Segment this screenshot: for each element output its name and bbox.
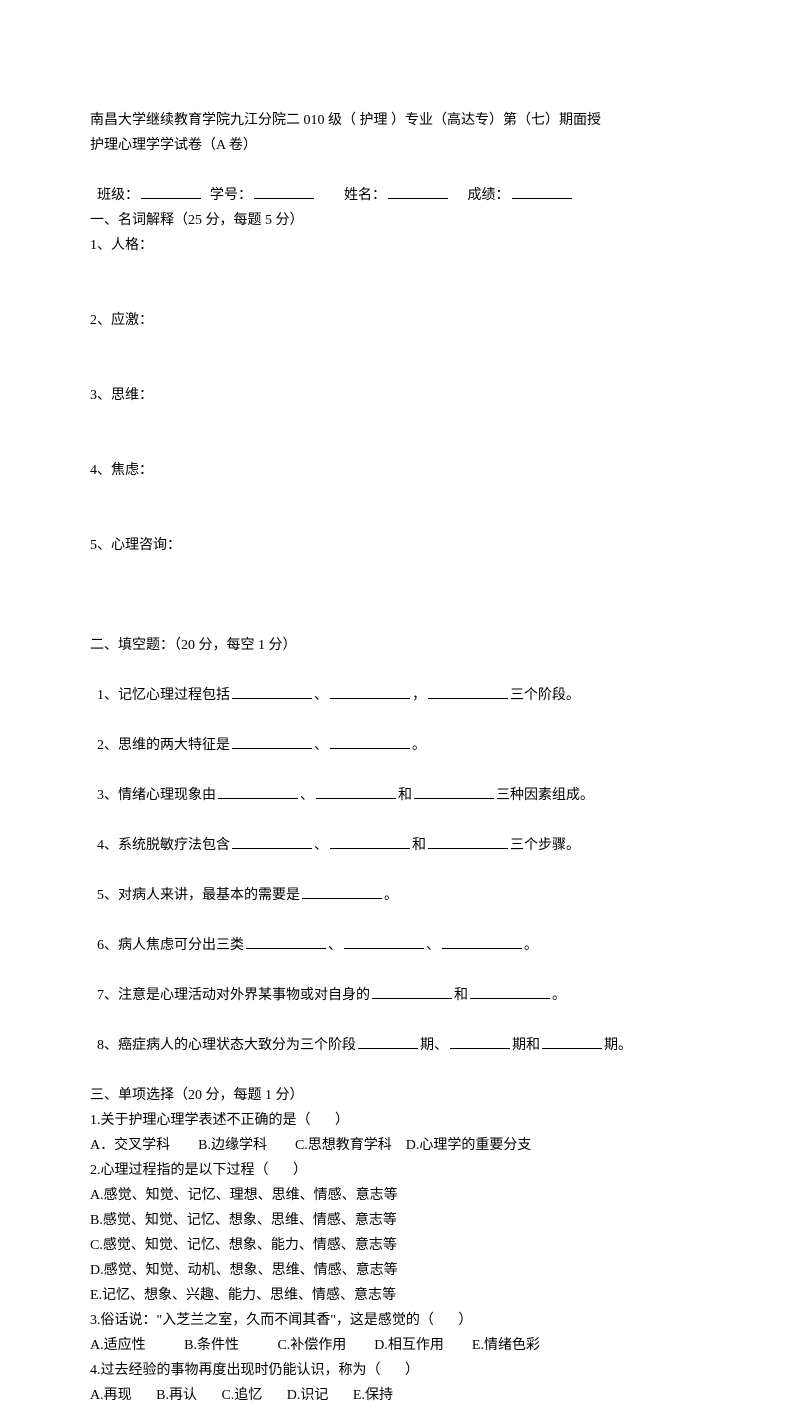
blank[interactable] [330, 833, 410, 849]
s2-q1-d: 三个阶段。 [510, 688, 580, 703]
blank[interactable] [302, 883, 382, 899]
s2-q7: 7、注意是心理活动对外界某事物或对自身的 和 。 [90, 958, 703, 1008]
s1-q1: 1、人格： [90, 233, 703, 258]
s2-q5: 5、对病人来讲，最基本的需要是 。 [90, 858, 703, 908]
s2-q4-c: 和 [412, 838, 426, 853]
blank[interactable] [246, 933, 326, 949]
blank[interactable] [428, 833, 508, 849]
score-blank[interactable] [512, 183, 572, 199]
blank[interactable] [232, 683, 312, 699]
blank[interactable] [330, 683, 410, 699]
s1-q5: 5、心理咨询： [90, 533, 703, 558]
s1-q2: 2、应激： [90, 308, 703, 333]
s2-q1-c: ， [412, 688, 426, 703]
s2-q2-c: 。 [412, 738, 426, 753]
blank[interactable] [232, 733, 312, 749]
s3-q3: 3.俗话说："入芝兰之室，久而不闻其香"，这是感觉的（ ） [90, 1308, 703, 1333]
s2-q6: 6、病人焦虑可分出三类 、 、 。 [90, 908, 703, 958]
s2-q5-b: 。 [384, 888, 398, 903]
blank[interactable] [316, 783, 396, 799]
s2-q3-b: 、 [300, 788, 314, 803]
s3-q1-opts: A．交叉学科 B.边缘学科 C.思想教育学科 D.心理学的重要分支 [90, 1133, 703, 1158]
s3-q2e: E.记忆、想象、兴趣、能力、思维、情感、意志等 [90, 1283, 703, 1308]
s2-q1: 1、记忆心理过程包括 、 ， 三个阶段。 [90, 658, 703, 708]
s2-q2: 2、思维的两大特征是 、 。 [90, 708, 703, 758]
section2-title: 二、填空题：（20 分，每空 1 分） [90, 633, 703, 658]
s2-q6-a: 6、病人焦虑可分出三类 [97, 938, 244, 953]
info-line: 班级： 学号： 姓名： 成绩： [90, 158, 703, 208]
blank[interactable] [542, 1033, 602, 1049]
s2-q8-a: 8、癌症病人的心理状态大致分为三个阶段 [97, 1038, 356, 1053]
s2-q8: 8、癌症病人的心理状态大致分为三个阶段 期、 期和 期。 [90, 1008, 703, 1058]
id-blank[interactable] [254, 183, 314, 199]
blank[interactable] [442, 933, 522, 949]
s2-q1-a: 1、记忆心理过程包括 [97, 688, 230, 703]
s2-q7-c: 。 [552, 988, 566, 1003]
title-line2: 护理心理学学试卷（A 卷） [90, 133, 703, 158]
s1-q4: 4、焦虑： [90, 458, 703, 483]
s1-q3: 3、思维： [90, 383, 703, 408]
blank[interactable] [450, 1033, 510, 1049]
id-label: 学号： [210, 188, 252, 203]
s2-q7-a: 7、注意是心理活动对外界某事物或对自身的 [97, 988, 370, 1003]
s3-q3-opts: A.适应性 B.条件性 C.补偿作用 D.相互作用 E.情绪色彩 [90, 1333, 703, 1358]
blank[interactable] [470, 983, 550, 999]
name-blank[interactable] [388, 183, 448, 199]
s2-q8-b: 期、 [420, 1038, 448, 1053]
s2-q2-b: 、 [314, 738, 328, 753]
s2-q1-b: 、 [314, 688, 328, 703]
blank[interactable] [218, 783, 298, 799]
score-label: 成绩： [468, 188, 510, 203]
blank[interactable] [414, 783, 494, 799]
blank[interactable] [358, 1033, 418, 1049]
s3-q2a: A.感觉、知觉、记忆、理想、思维、情感、意志等 [90, 1183, 703, 1208]
blank[interactable] [372, 983, 452, 999]
s2-q4-a: 4、系统脱敏疗法包含 [97, 838, 230, 853]
class-label: 班级： [97, 188, 139, 203]
s3-q2: 2.心理过程指的是以下过程（ ） [90, 1158, 703, 1183]
s2-q4: 4、系统脱敏疗法包含 、 和 三个步骤。 [90, 808, 703, 858]
s3-q4-opts: A.再现 B.再认 C.追忆 D.识记 E.保持 [90, 1383, 703, 1408]
s2-q3-d: 三种因素组成。 [496, 788, 594, 803]
s2-q8-c: 期和 [512, 1038, 540, 1053]
s2-q6-d: 。 [524, 938, 538, 953]
title-line1: 南昌大学继续教育学院九江分院二 010 级（ 护理 ）专业（高达专）第（七）期面… [90, 108, 703, 133]
s2-q6-b: 、 [328, 938, 342, 953]
s2-q6-c: 、 [426, 938, 440, 953]
s2-q4-b: 、 [314, 838, 328, 853]
s3-q2c: C.感觉、知觉、记忆、想象、能力、情感、意志等 [90, 1233, 703, 1258]
s2-q7-b: 和 [454, 988, 468, 1003]
blank[interactable] [232, 833, 312, 849]
s2-q3-a: 3、情绪心理现象由 [97, 788, 216, 803]
s3-q4: 4.过去经验的事物再度出现时仍能认识，称为（ ） [90, 1358, 703, 1383]
s2-q4-d: 三个步骤。 [510, 838, 580, 853]
s2-q2-a: 2、思维的两大特征是 [97, 738, 230, 753]
s3-q2d: D.感觉、知觉、动机、想象、思维、情感、意志等 [90, 1258, 703, 1283]
class-blank[interactable] [141, 183, 201, 199]
section3-title: 三、单项选择（20 分，每题 1 分） [90, 1083, 703, 1108]
blank[interactable] [428, 683, 508, 699]
blank[interactable] [344, 933, 424, 949]
s2-q8-d: 期。 [604, 1038, 632, 1053]
s2-q3: 3、情绪心理现象由 、 和 三种因素组成。 [90, 758, 703, 808]
s3-q2b: B.感觉、知觉、记忆、想象、思维、情感、意志等 [90, 1208, 703, 1233]
blank[interactable] [330, 733, 410, 749]
section1-title: 一、名词解释（25 分，每题 5 分） [90, 208, 703, 233]
name-label: 姓名： [344, 188, 386, 203]
s2-q3-c: 和 [398, 788, 412, 803]
s2-q5-a: 5、对病人来讲，最基本的需要是 [97, 888, 300, 903]
s3-q1: 1.关于护理心理学表述不正确的是（ ） [90, 1108, 703, 1133]
